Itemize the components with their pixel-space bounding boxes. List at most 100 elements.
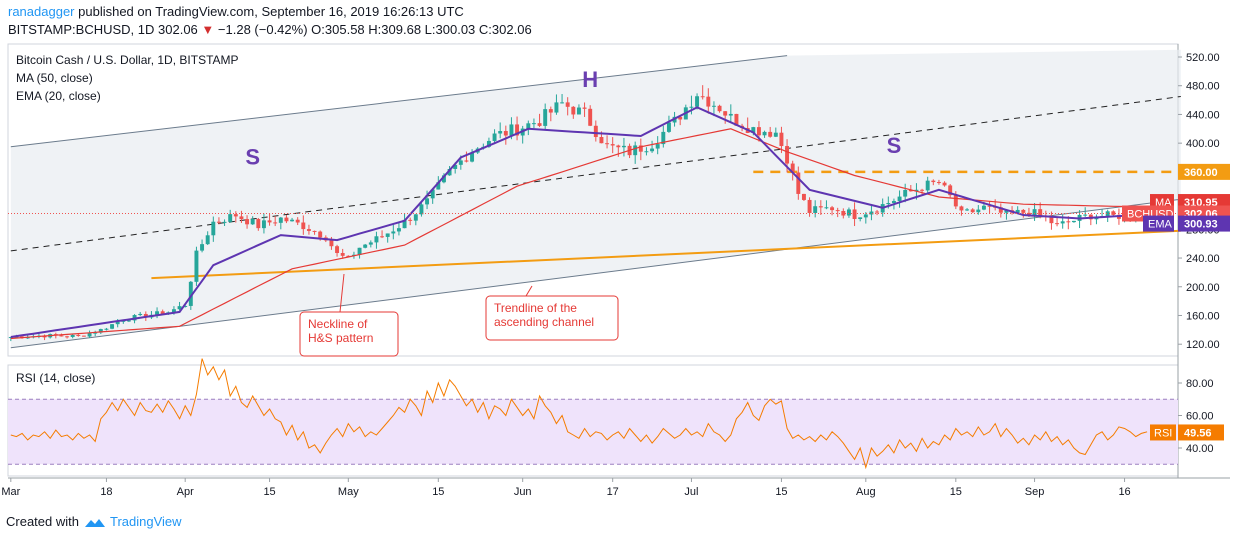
candle [177, 301, 182, 311]
candle [138, 311, 143, 316]
rsi-tag-name-bg [1150, 424, 1176, 441]
candle [998, 203, 1003, 218]
candle [228, 209, 233, 223]
candle-body [436, 182, 441, 190]
candle [835, 207, 840, 218]
candle-body [897, 196, 902, 201]
candle [813, 200, 818, 218]
candle-body [548, 109, 553, 113]
candle [396, 222, 401, 236]
time-tick-label: Mar [1, 486, 20, 498]
ohlc-header: BITSTAMP:BCHUSD, 1D 302.06 ▼ −1.28 (−0.4… [8, 22, 532, 37]
candle-body [188, 281, 193, 306]
candle [357, 247, 362, 259]
candle-body [835, 210, 840, 212]
candle [897, 190, 902, 208]
candle [852, 202, 857, 227]
candle [543, 103, 548, 131]
candle-body [239, 216, 244, 220]
time-tick-label: Jul [684, 486, 698, 498]
candle-body [1026, 212, 1031, 216]
time-tick-label: 16 [1118, 486, 1130, 498]
candle-body [278, 217, 283, 223]
candle-body [222, 221, 227, 223]
candle [728, 104, 733, 123]
candle-body [953, 195, 958, 207]
candle-body [908, 190, 913, 192]
tradingview-brand[interactable]: TradingView [110, 514, 182, 529]
author-link[interactable]: ranadagger [8, 4, 75, 19]
candle [773, 127, 778, 138]
candle-body [987, 205, 992, 207]
candle-body [261, 220, 266, 229]
candle-body [959, 206, 964, 211]
channel-fill [10, 49, 1181, 348]
candle-body [1111, 211, 1116, 215]
symbol-label: BITSTAMP:BCHUSD, 1D [8, 22, 155, 37]
candle [560, 94, 565, 104]
candle [374, 231, 379, 249]
candle-body [824, 207, 829, 209]
price-tick-label: 440.00 [1186, 109, 1220, 121]
candle-body [644, 151, 649, 153]
callout-box [485, 295, 619, 341]
candle-body [441, 175, 446, 183]
candle-body [205, 235, 210, 245]
candle-body [183, 305, 188, 307]
price-tick-label: 240.00 [1186, 253, 1220, 265]
time-tick-label: Aug [856, 486, 876, 498]
level-360-tag: 360.00 [1178, 163, 1230, 180]
candle-body [93, 332, 98, 334]
candle [548, 106, 553, 122]
channel-upper-line [10, 55, 788, 148]
price-tag-bg [1178, 163, 1230, 180]
candle-body [65, 336, 70, 338]
candle-body [768, 131, 773, 137]
candle-body [666, 122, 671, 132]
candle [1071, 220, 1076, 223]
candle [790, 160, 795, 181]
candle-body [216, 221, 221, 223]
candle-body [290, 219, 295, 222]
candle-body [970, 209, 975, 213]
candle-body [588, 108, 593, 126]
candle-body [638, 145, 643, 152]
candle-body [1105, 211, 1110, 216]
candle-body [138, 313, 143, 316]
candle [211, 216, 216, 242]
candle-body [886, 203, 891, 205]
candle [464, 151, 469, 163]
candle-body [1049, 217, 1054, 224]
candle [205, 231, 210, 245]
candle [908, 184, 913, 192]
candle [1111, 210, 1116, 216]
time-tick-label: Apr [177, 486, 194, 498]
high-label: H: [368, 22, 382, 37]
candle-body [87, 333, 92, 337]
candle-body [419, 204, 424, 215]
candle-body [402, 219, 407, 229]
candle-body [1032, 209, 1037, 216]
candle [233, 211, 238, 223]
candle-body [256, 219, 261, 229]
candle [948, 183, 953, 198]
candle-body [813, 206, 818, 213]
candle-body [936, 182, 941, 184]
candle-body [621, 145, 626, 148]
candle [335, 244, 340, 257]
candle-body [841, 210, 846, 216]
candle-body [633, 145, 638, 156]
candle [576, 104, 581, 115]
candle-body [689, 106, 694, 108]
candle [312, 230, 317, 235]
candle-body [976, 209, 981, 213]
price-tick-label: 480.00 [1186, 81, 1220, 93]
candle-body [470, 152, 475, 162]
candle-body [734, 113, 739, 126]
candle-body [790, 163, 795, 173]
candle-body [655, 144, 660, 149]
low-value: 300.03 [435, 22, 476, 37]
candle-body [762, 131, 767, 136]
last-price: 302.06 [158, 22, 198, 37]
